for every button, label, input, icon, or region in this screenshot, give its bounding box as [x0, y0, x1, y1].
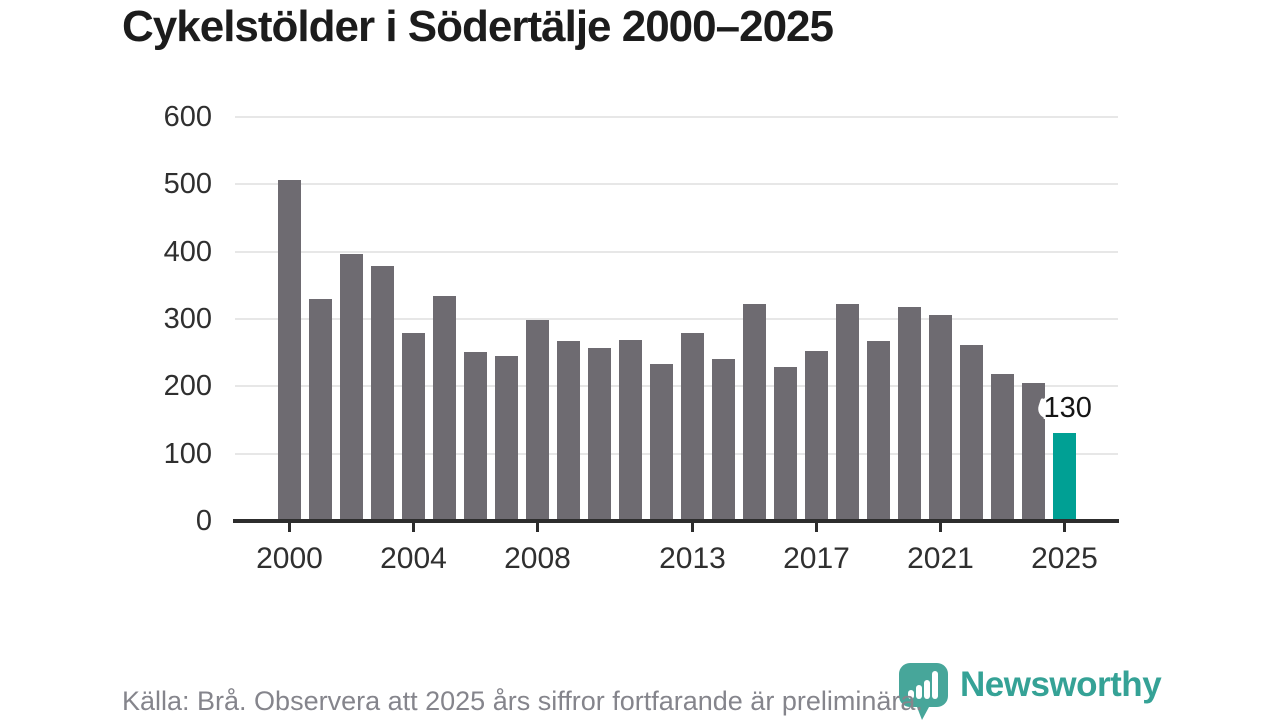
newsworthy-logo-icon	[899, 663, 948, 720]
x-axis-tick-2000	[288, 523, 291, 532]
bar-2011	[619, 340, 642, 521]
bar-2024	[1022, 383, 1045, 521]
bar-2009	[557, 341, 580, 521]
bar-2018	[836, 304, 859, 521]
gridline-200	[235, 385, 1118, 388]
bar-2002	[340, 254, 363, 521]
newsworthy-logo-text: Newsworthy	[960, 665, 1162, 704]
x-axis-label-2017: 2017	[783, 542, 850, 575]
bar-2012	[650, 364, 673, 521]
bar-2013	[681, 333, 704, 521]
highlight-value-label: 130	[1035, 392, 1092, 425]
x-axis-label-2025: 2025	[1031, 542, 1098, 575]
gridline-500	[235, 183, 1118, 186]
bar-2016	[774, 367, 797, 521]
x-axis-tick-2017	[815, 523, 818, 532]
bar-2025	[1053, 433, 1076, 521]
y-axis-label-100: 100	[163, 437, 212, 470]
y-axis-label-300: 300	[163, 303, 212, 335]
bar-2000	[278, 180, 301, 521]
x-axis-tick-2021	[939, 523, 942, 532]
gridline-300	[235, 318, 1118, 320]
bar-2017	[805, 351, 828, 521]
y-axis-label-0: 0	[195, 505, 212, 537]
bar-2010	[588, 348, 611, 521]
y-axis-label-600: 600	[163, 101, 212, 133]
bar-2001	[309, 299, 332, 521]
bar-2014	[712, 359, 735, 521]
x-axis-label-2013: 2013	[659, 542, 726, 575]
gridline-400	[235, 250, 1118, 253]
newsworthy-logo: Newsworthy	[899, 663, 1162, 720]
bar-2019	[867, 341, 890, 521]
source-note: Källa: Brå. Observera att 2025 års siffr…	[122, 686, 923, 716]
y-axis-label-500: 500	[163, 168, 212, 201]
bar-2004	[402, 333, 425, 521]
gridline-600	[235, 116, 1118, 118]
bar-2022	[960, 345, 983, 521]
bar-2006	[464, 352, 487, 521]
bar-2020	[898, 307, 921, 521]
x-axis-tick-2025	[1063, 523, 1066, 532]
x-axis-label-2000: 2000	[256, 542, 323, 575]
x-axis-tick-2008	[536, 523, 539, 532]
bar-2005	[433, 296, 456, 521]
bar-2007	[495, 356, 518, 521]
annotation-number: 130	[1043, 392, 1092, 425]
x-axis-label-2021: 2021	[907, 542, 974, 575]
x-axis-label-2004: 2004	[380, 542, 447, 575]
y-axis-label-400: 400	[163, 235, 212, 268]
x-axis-tick-2013	[691, 523, 694, 532]
y-axis-label-200: 200	[163, 370, 212, 403]
bar-2008	[526, 320, 549, 521]
bar-2021	[929, 315, 952, 521]
gridline-100	[235, 452, 1118, 455]
x-axis-tick-2004	[412, 523, 415, 532]
x-axis-line	[233, 519, 1119, 523]
chart-title: Cykelstölder i Södertälje 2000–2025	[122, 2, 834, 51]
bar-2003	[371, 266, 394, 521]
x-axis-label-2008: 2008	[504, 542, 571, 575]
bar-2023	[991, 374, 1014, 521]
bar-2015	[743, 304, 766, 521]
